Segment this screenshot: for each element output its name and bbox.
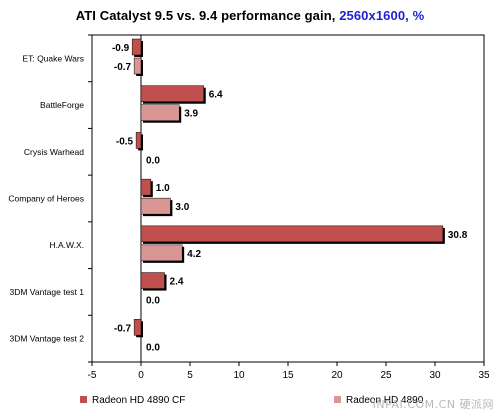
data-label: 0.0 <box>146 342 160 353</box>
chart-title-main: ATI Catalyst 9.5 vs. 9.4 performance gai… <box>75 8 336 23</box>
x-tick-label: 35 <box>478 370 490 381</box>
x-tick-label: 15 <box>282 370 294 381</box>
data-label: 0.0 <box>146 296 160 307</box>
category-label: Company of Heroes <box>8 194 84 204</box>
data-label: 0.0 <box>146 155 160 166</box>
category-label: 3DM Vantage test 2 <box>10 334 85 344</box>
x-tick-label: 10 <box>233 370 245 381</box>
x-tick-label: 0 <box>138 370 144 381</box>
bar <box>140 85 204 102</box>
x-tick-label: 30 <box>429 370 441 381</box>
bar <box>140 178 152 196</box>
data-label: 2.4 <box>170 277 184 288</box>
category-label: ET: Quake Wars <box>22 53 84 63</box>
bar <box>133 57 142 75</box>
legend-swatch <box>80 396 87 403</box>
bar <box>140 272 165 289</box>
x-axis-ticks: -5 0 5 10 15 20 25 30 35 <box>88 362 490 381</box>
legend-label: Radeon HD 4890 CF <box>92 395 185 406</box>
data-label: 3.0 <box>175 202 189 213</box>
legend: Radeon HD 4890 CF Radeon HD 4890 <box>80 395 424 406</box>
chart-title: ATI Catalyst 9.5 vs. 9.4 performance gai… <box>0 8 500 23</box>
value-labels: -0.9 -0.7 6.4 3.9 -0.5 0.0 1.0 3.0 30.8 4.2 2.4 0.0… <box>112 43 468 353</box>
watermark: INPAI.COM.CN 硬派网 <box>372 398 494 411</box>
bars <box>131 38 445 338</box>
data-label: 30.8 <box>448 230 468 241</box>
x-tick-label: 25 <box>380 370 392 381</box>
category-label: BattleForge <box>40 100 84 110</box>
data-label: -0.7 <box>114 62 132 73</box>
category-label: 3DM Vantage test 1 <box>10 287 85 297</box>
x-tick-label: -5 <box>88 370 97 381</box>
chart-title-accent: 2560x1600, % <box>339 8 425 23</box>
data-label: -0.9 <box>112 43 130 54</box>
data-label: 3.9 <box>184 109 198 120</box>
bar <box>140 197 171 215</box>
category-label: Crysis Warhead <box>24 147 84 157</box>
data-label: 6.4 <box>209 90 223 101</box>
data-label: 1.0 <box>156 183 170 194</box>
bar <box>135 132 142 149</box>
bar <box>140 104 180 121</box>
bar <box>131 38 142 56</box>
bar <box>140 225 444 243</box>
x-tick-label: 20 <box>331 370 343 381</box>
x-tick-label: 5 <box>187 370 193 381</box>
bar <box>133 319 142 336</box>
category-labels: ET: Quake Wars BattleForge Crysis Warhead C… <box>8 53 84 343</box>
data-label: -0.7 <box>114 323 132 334</box>
data-label: -0.5 <box>116 136 134 147</box>
legend-label: Radeon HD 4890 <box>346 395 424 406</box>
data-label: 4.2 <box>187 249 201 260</box>
bar <box>140 244 183 262</box>
legend-swatch <box>334 396 341 403</box>
category-label: H.A.W.X. <box>50 240 84 250</box>
